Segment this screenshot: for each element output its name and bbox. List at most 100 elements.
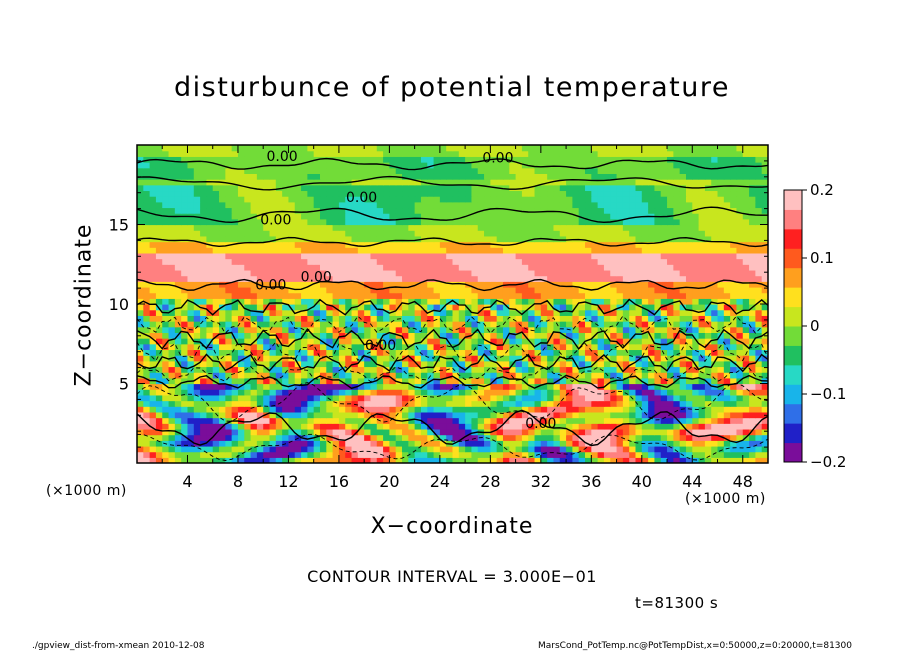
heatmap-cell xyxy=(534,304,542,311)
heatmap-cell xyxy=(660,281,668,288)
heatmap-cell xyxy=(490,411,498,419)
heatmap-cell xyxy=(622,252,630,260)
heatmap-cell xyxy=(187,184,195,192)
heatmap-cell xyxy=(402,218,409,226)
heatmap-cell xyxy=(269,179,277,186)
heatmap-cell xyxy=(635,451,643,458)
heatmap-cell xyxy=(597,423,605,430)
heatmap-cell xyxy=(402,241,409,248)
heatmap-cell xyxy=(269,304,277,311)
heatmap-cell xyxy=(547,406,555,413)
heatmap-cell xyxy=(244,389,252,396)
heatmap-cell xyxy=(698,417,706,424)
heatmap-cell xyxy=(193,264,201,271)
heatmap-cell xyxy=(200,281,208,288)
heatmap-cell xyxy=(162,286,170,294)
heatmap-cell xyxy=(509,423,517,430)
heatmap-cell xyxy=(155,360,163,368)
heatmap-cell xyxy=(301,247,308,254)
heatmap-cell xyxy=(547,428,555,436)
heatmap-cell xyxy=(622,247,630,254)
heatmap-cell xyxy=(181,201,189,209)
heatmap-cell xyxy=(402,315,409,322)
heatmap-cell xyxy=(553,196,561,203)
heatmap-cell xyxy=(490,264,498,271)
heatmap-cell xyxy=(667,286,674,294)
heatmap-cell xyxy=(736,269,744,277)
heatmap-cell xyxy=(452,343,460,351)
heatmap-cell xyxy=(471,343,479,351)
heatmap-cell xyxy=(174,218,182,226)
heatmap-cell xyxy=(496,196,504,203)
heatmap-cell xyxy=(439,360,447,368)
heatmap-cell xyxy=(477,400,485,407)
heatmap-cell xyxy=(370,423,378,430)
heatmap-cell xyxy=(698,309,706,316)
heatmap-cell xyxy=(660,235,668,243)
heatmap-cell xyxy=(149,423,157,430)
heatmap-cell xyxy=(603,411,611,419)
heatmap-cell xyxy=(288,360,296,368)
heatmap-cell xyxy=(496,411,504,419)
heatmap-cell xyxy=(635,230,643,237)
heatmap-cell xyxy=(698,179,706,186)
heatmap-cell xyxy=(566,213,573,220)
heatmap-cell xyxy=(395,286,403,294)
heatmap-cell xyxy=(446,184,454,192)
heatmap-cell xyxy=(162,315,170,322)
heatmap-cell xyxy=(736,258,744,265)
heatmap-cell xyxy=(528,213,536,220)
heatmap-cell xyxy=(345,184,353,192)
heatmap-cell xyxy=(622,269,630,277)
heatmap-cell xyxy=(212,298,220,305)
heatmap-cell xyxy=(174,383,182,390)
heatmap-cell xyxy=(622,179,630,186)
heatmap-cell xyxy=(326,338,334,345)
heatmap-cell xyxy=(433,423,441,430)
heatmap-cell xyxy=(515,269,523,277)
heatmap-cell xyxy=(648,235,656,243)
heatmap-cell xyxy=(736,201,744,209)
heatmap-cell xyxy=(389,457,397,463)
heatmap-cell xyxy=(212,247,220,254)
heatmap-cell xyxy=(553,338,561,345)
heatmap-cell xyxy=(307,258,315,265)
heatmap-cell xyxy=(534,445,542,453)
heatmap-cell xyxy=(149,321,157,328)
heatmap-cell xyxy=(269,196,277,203)
heatmap-cell xyxy=(547,247,555,254)
heatmap-cell xyxy=(749,326,756,333)
heatmap-cell xyxy=(578,389,586,396)
heatmap-cell xyxy=(250,309,258,316)
heatmap-cell xyxy=(679,258,687,265)
heatmap-cell xyxy=(509,235,517,243)
heatmap-cell xyxy=(641,389,649,396)
heatmap-cell xyxy=(427,389,435,396)
heatmap-cell xyxy=(465,321,473,328)
heatmap-cell xyxy=(616,355,624,362)
heatmap-cell xyxy=(244,258,252,265)
heatmap-cell xyxy=(162,343,170,351)
heatmap-cell xyxy=(263,207,271,214)
heatmap-cell xyxy=(137,338,144,345)
heatmap-cell xyxy=(685,360,693,368)
heatmap-cell xyxy=(534,269,542,277)
heatmap-cell xyxy=(275,292,283,299)
heatmap-cell xyxy=(143,428,151,436)
heatmap-cell xyxy=(256,360,264,368)
heatmap-cell xyxy=(755,286,763,294)
heatmap-cell xyxy=(578,184,586,192)
heatmap-cell xyxy=(547,360,555,368)
heatmap-cell xyxy=(742,406,750,413)
heatmap-cell xyxy=(200,428,208,436)
heatmap-cell xyxy=(477,298,485,305)
heatmap-cell xyxy=(402,366,409,373)
heatmap-cell xyxy=(610,406,618,413)
heatmap-cell xyxy=(566,343,573,351)
heatmap-cell xyxy=(679,196,687,203)
heatmap-cell xyxy=(256,394,264,402)
heatmap-cell xyxy=(137,264,144,271)
heatmap-cell xyxy=(237,417,245,424)
heatmap-cell xyxy=(566,269,573,277)
heatmap-cell xyxy=(755,372,763,379)
